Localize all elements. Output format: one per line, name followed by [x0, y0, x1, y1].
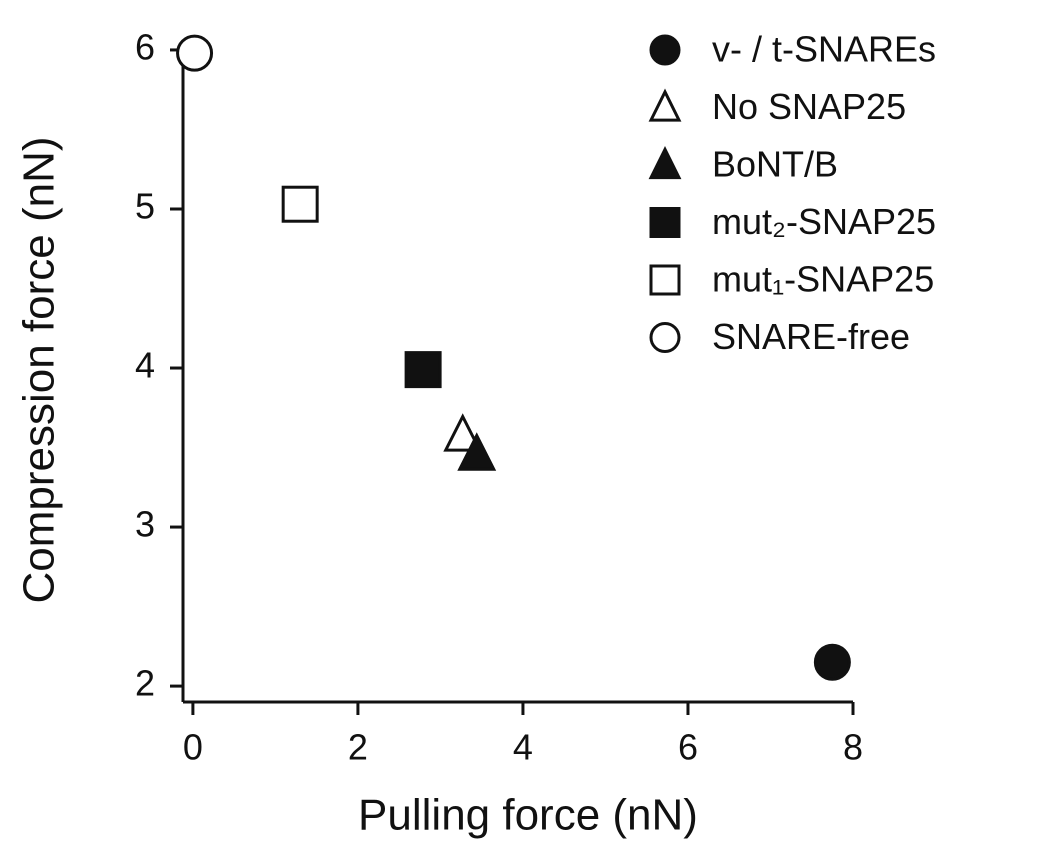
legend-label: mut₂-SNAP25 [712, 201, 936, 242]
legend-marker [648, 146, 682, 180]
x-tick-label: 0 [183, 727, 203, 768]
x-axis-label: Pulling force (nN) [358, 791, 698, 840]
point [443, 413, 483, 452]
x-tick-label: 6 [678, 727, 698, 768]
point [813, 643, 851, 681]
legend-label: mut₁-SNAP25 [712, 259, 934, 300]
x-tick-label: 8 [843, 727, 863, 768]
legend-marker [649, 34, 681, 66]
point [176, 34, 214, 72]
point [281, 185, 319, 223]
legend-label: v- / t-SNAREs [712, 29, 936, 70]
x-tick-label: 2 [348, 727, 368, 768]
legend-label: No SNAP25 [712, 86, 906, 127]
y-tick-label: 5 [135, 186, 155, 227]
y-tick-label: 6 [135, 26, 155, 67]
legend-marker [649, 264, 681, 296]
legend-marker [648, 88, 682, 122]
legend-label: SNARE-free [712, 316, 910, 357]
point [457, 432, 497, 471]
legend-label: BoNT/B [712, 144, 838, 185]
y-tick-label: 4 [135, 345, 155, 386]
x-tick-label: 4 [513, 727, 533, 768]
point [404, 351, 442, 389]
y-tick-label: 3 [135, 504, 155, 545]
y-tick-label: 2 [135, 663, 155, 704]
y-axis-label: Compression force (nN) [15, 136, 64, 603]
legend-marker [649, 322, 681, 353]
legend-marker [649, 207, 681, 238]
